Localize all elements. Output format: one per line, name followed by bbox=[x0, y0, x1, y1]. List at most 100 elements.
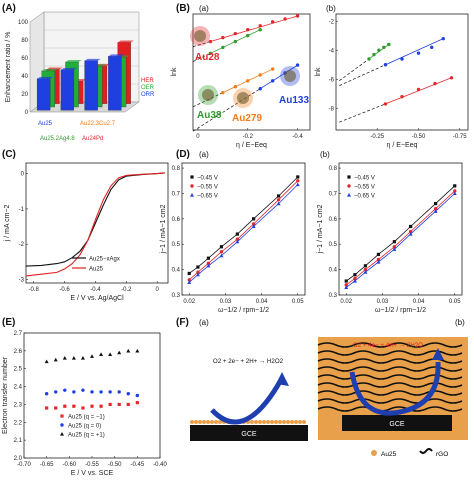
C-x-axis-label: E / V vs. Ag/AgCl bbox=[70, 295, 124, 302]
E-y-tick-label: 2.5 bbox=[14, 367, 23, 373]
E-y-tick-label: 2.6 bbox=[14, 349, 23, 355]
panel-b-b-chart: -0.25 -0.50 -0.75 -2 -4 -6 -8 η / E−Eeq lnk bbox=[315, 13, 469, 149]
B-b-point bbox=[400, 94, 404, 99]
B-b-point bbox=[433, 81, 437, 86]
D-b-point bbox=[453, 189, 457, 193]
E-point bbox=[80, 356, 85, 360]
D-a-y-tick-label: 0.4 bbox=[172, 268, 181, 274]
E-y-tick-label: 2.0 bbox=[14, 456, 23, 462]
rgo-layers-b bbox=[317, 342, 463, 412]
B-a-point bbox=[258, 73, 262, 77]
rgo-legend-label: rGO bbox=[436, 451, 448, 458]
rgo-sheet bbox=[317, 342, 463, 348]
b-cluster-label: Au28 bbox=[195, 52, 220, 63]
arrow-head-a bbox=[276, 372, 289, 386]
b-cluster-core bbox=[237, 92, 249, 104]
a-bar-orr bbox=[84, 60, 98, 111]
C-x-tick-label: -0.8 bbox=[29, 287, 40, 293]
B-b-point bbox=[382, 45, 386, 50]
e-legend-label: Au25 (q = +1) bbox=[68, 433, 105, 439]
panel-a-bar-chart: 0 20 40 60 80 100 Enhancement ratio / % HEROERO… bbox=[5, 11, 155, 142]
b-cluster-core bbox=[202, 89, 214, 101]
D-b-x-tick-label: 0.02 bbox=[340, 299, 352, 305]
E-y-tick-label: 2.2 bbox=[14, 420, 23, 426]
a-category-label: Au25 bbox=[38, 121, 53, 127]
D-b-point bbox=[433, 209, 438, 213]
D-b-point bbox=[352, 279, 357, 283]
au25-particle bbox=[266, 420, 270, 424]
D-a-legend-label: −0.45 V bbox=[197, 176, 218, 182]
B-a-point bbox=[258, 28, 262, 32]
E-point bbox=[117, 390, 121, 394]
rgo-sheet bbox=[317, 406, 463, 412]
E-point bbox=[71, 356, 76, 360]
E-x-tick-label: -0.65 bbox=[40, 462, 54, 468]
D-a-point bbox=[251, 224, 256, 229]
B-b-y-tick-label: -8 bbox=[329, 106, 335, 112]
B-b-y-tick-label: -2 bbox=[329, 19, 335, 25]
B-a-point bbox=[208, 39, 213, 44]
a-y-tick-label: 80 bbox=[21, 38, 28, 44]
rgo-sheet bbox=[317, 390, 463, 396]
E-y-axis-label: Electron transfer number bbox=[2, 356, 9, 434]
au25-particle bbox=[254, 420, 258, 424]
e-legend-marker bbox=[60, 432, 64, 436]
E-point bbox=[135, 348, 140, 353]
B-b-y-axis-label: lnk bbox=[315, 67, 322, 76]
D-b-point bbox=[392, 240, 396, 244]
B-a-point bbox=[295, 14, 300, 18]
E-point bbox=[117, 350, 122, 355]
B-b-point bbox=[430, 45, 434, 50]
equation-a: O2 + 2e− + 2H+ → H2O2 bbox=[213, 358, 284, 365]
B-b-y-tick-label: -4 bbox=[329, 48, 335, 54]
D-a-point bbox=[276, 198, 281, 202]
B-a-x-tick-label: -0.2 bbox=[243, 134, 254, 140]
a-bar-top bbox=[65, 60, 82, 62]
B-b-point bbox=[416, 51, 421, 55]
gce-label-b: GCE bbox=[389, 421, 405, 428]
B-b-y-tick-label: -6 bbox=[329, 77, 335, 83]
B-a-fit-extension-3 bbox=[192, 88, 261, 132]
B-a-point bbox=[221, 45, 225, 50]
gce-label-a: GCE bbox=[241, 431, 257, 438]
D-a-point bbox=[195, 272, 200, 277]
B-b-fit-line-1 bbox=[385, 38, 444, 66]
E-point bbox=[99, 404, 103, 408]
E-point bbox=[135, 401, 139, 405]
a-series-label-her: HER bbox=[141, 78, 154, 84]
E-y-tick-label: 2.7 bbox=[14, 331, 23, 337]
D-a-x-tick-label: 0.04 bbox=[256, 299, 268, 305]
panel-b-a-chart: 0 -0.2 -0.4 η / E−Eeq lnk Au28 Au38 Au279 Au133 bbox=[171, 13, 311, 149]
C-y-tick-label: -1 bbox=[19, 207, 25, 213]
D-b-series-line-0 bbox=[345, 185, 456, 282]
au25-particle bbox=[214, 420, 218, 424]
B-b-point bbox=[387, 42, 391, 47]
D-b-legend-label: −0.45 V bbox=[354, 176, 375, 182]
e-legend-label: Au25 (q = −1) bbox=[68, 415, 105, 421]
D-a-x-tick-label: 0.03 bbox=[220, 299, 232, 305]
B-a-point bbox=[233, 31, 238, 36]
a-category-label: Au24Pd bbox=[82, 136, 103, 142]
B-a-point bbox=[270, 20, 275, 24]
D-b-point bbox=[409, 224, 413, 229]
panel-c-chart: -0.8 -0.6 -0.4 -0.2 0 0 -1 -2 -3 E / V vs. Ag/AgC… bbox=[4, 162, 169, 302]
C-x-tick-label: 0 bbox=[156, 287, 160, 293]
D-b-point bbox=[353, 273, 357, 277]
E-point bbox=[45, 406, 49, 410]
au25-particle bbox=[262, 420, 266, 424]
au25-particle bbox=[274, 420, 278, 424]
D-b-legend-marker bbox=[347, 184, 351, 188]
B-b-point bbox=[400, 57, 404, 61]
panel-b-sub-b: (b) bbox=[326, 4, 336, 13]
a-y-tick-label: 20 bbox=[21, 92, 28, 98]
E-point bbox=[90, 404, 94, 408]
au25-particle bbox=[302, 420, 306, 424]
au25-particle bbox=[270, 420, 274, 424]
D-b-y-tick-label: 0.7 bbox=[329, 191, 338, 197]
B-a-y-axis-label: lnk bbox=[171, 67, 178, 76]
B-a-point bbox=[246, 79, 250, 83]
panel-tag-f: (F) bbox=[176, 317, 189, 328]
E-x-tick-label: -0.40 bbox=[153, 462, 167, 468]
au25-particle bbox=[210, 420, 214, 424]
D-b-x-tick-label: 0.04 bbox=[413, 299, 425, 305]
